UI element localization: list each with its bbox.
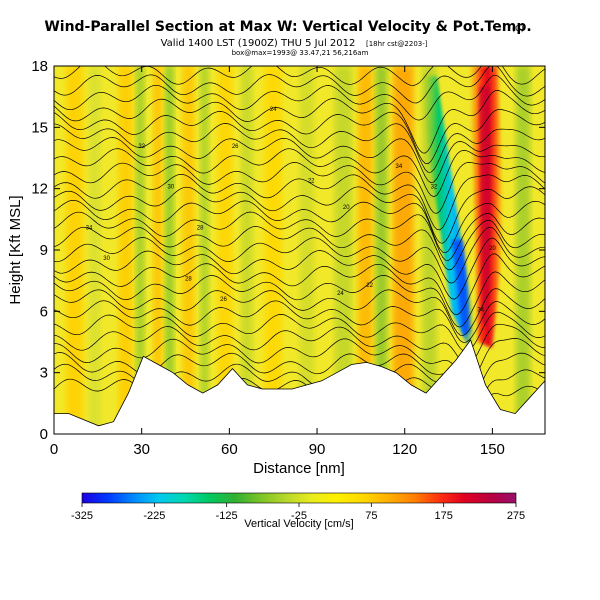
colorbar: -325 -225 -125 -25 75 175 275 Vertical Velocit…: [71, 492, 525, 530]
isentrope-label: 32: [138, 144, 145, 150]
terrain-mask: [54, 339, 545, 434]
velocity-band: [264, 66, 282, 434]
isentrope-label: 32: [431, 185, 438, 191]
chart-title: Wind-Parallel Section at Max W: Vertical…: [44, 19, 531, 35]
colorbar-bar: [81, 492, 517, 504]
isentrope-label: 34: [86, 226, 93, 232]
velocity-band: [515, 66, 531, 434]
isentrope-label: 28: [185, 277, 192, 283]
isentrope-label: 22: [308, 179, 315, 185]
isentrope-line: [54, 74, 545, 121]
isentrope-line: [54, 253, 545, 316]
location-label: box@max=1993@ 33.47,21 56,216am: [232, 49, 369, 57]
velocity-band: [165, 66, 174, 434]
x-tick-label: 120: [392, 441, 417, 458]
isentrope-label: 30: [168, 185, 175, 191]
colorbar-label: Vertical Velocity [cm/s]: [244, 518, 353, 530]
isentrope-line: [54, 66, 545, 86]
y-tick-label: 9: [40, 242, 48, 259]
velocity-band: [65, 66, 84, 434]
isentrope-line: [54, 90, 545, 154]
isentrope-line: [54, 66, 545, 104]
isentrope-label: 20: [343, 205, 350, 211]
terrain-surface: [54, 339, 545, 434]
x-tick-label: 90: [309, 441, 326, 458]
isentrope-label: 26: [220, 297, 227, 303]
velocity-band: [375, 66, 388, 434]
y-tick-label: 0: [40, 426, 48, 443]
velocity-band: [89, 66, 101, 434]
isentrope-line: [54, 226, 545, 284]
isentrope-line: [54, 271, 545, 328]
y-tick-label: 12: [31, 181, 48, 198]
valid-time-label: Valid 1400 LST (1900Z) THU 5 Jul 2012: [161, 38, 356, 49]
x-tick-label: 60: [221, 441, 238, 458]
isentrope-label: 34: [477, 307, 484, 313]
isentrope-label: 22: [366, 283, 373, 289]
y-tick-label: 15: [31, 119, 48, 136]
colorbar-tick-label: 275: [507, 510, 525, 522]
isentrope-line: [54, 288, 545, 336]
velocity-band: [200, 66, 209, 434]
isentrope-line: [54, 174, 545, 231]
isentrope-line: [54, 219, 545, 271]
x-tick-label: 150: [480, 441, 505, 458]
velocity-band: [334, 66, 353, 434]
valid-time-suffix: [18hr cst@2203-]: [366, 40, 428, 48]
isentrope-label: 26: [232, 144, 239, 150]
x-axis-label: Distance [nm]: [253, 460, 345, 477]
isentrope-line: [54, 123, 545, 173]
y-tick-label: 3: [40, 365, 48, 382]
colorbar-tick-label: -25: [291, 510, 307, 522]
colorbar-tick-label: -125: [216, 510, 238, 522]
x-axis-ticks: 0 30 60 90 120 150: [50, 66, 505, 458]
isentrope-line: [54, 300, 545, 343]
x-tick-label: 30: [133, 441, 150, 458]
colorbar-tick-label: 175: [434, 510, 452, 522]
colorbar-tick-label: 75: [365, 510, 377, 522]
isentrope-label: 30: [103, 256, 110, 262]
colorbar-tick-label: -225: [143, 510, 165, 522]
x-tick-label: 0: [50, 441, 58, 458]
velocity-band: [182, 66, 195, 434]
isentrope-line: [54, 162, 545, 214]
isentrope-label: 20: [489, 246, 496, 252]
isentrope-line: [54, 199, 545, 254]
isentrope-label: 34: [396, 164, 403, 170]
isentrope-line: [54, 211, 545, 261]
isentrope-label: 24: [337, 291, 344, 297]
velocity-band: [135, 66, 145, 434]
isentrope-line: [54, 237, 545, 300]
y-axis-label: Height [Kft MSL]: [7, 195, 24, 304]
isentrope-line: [54, 109, 545, 165]
contour-labels: 34 32 30 28 26 24 22 20 34 32 30 28 26 24 22 20 34: [86, 107, 497, 313]
y-axis-ticks: 0 3 6 9 12 15 18: [31, 58, 545, 443]
colorbar-ticks: -325 -225 -125 -25 75 175 275: [71, 503, 525, 522]
isentrope-line: [54, 186, 545, 244]
isentrope-line: [54, 137, 545, 184]
velocity-band: [299, 66, 315, 434]
copyright-mark: (C): [512, 24, 524, 33]
colorbar-tick-label: -325: [71, 510, 93, 522]
y-tick-label: 18: [31, 58, 48, 75]
velocity-band: [217, 66, 233, 434]
isentrope-label: 28: [197, 226, 204, 232]
updraft-max: [479, 86, 491, 328]
velocity-band: [153, 66, 163, 434]
isentrope-line: [54, 148, 545, 198]
y-tick-label: 6: [40, 303, 48, 320]
isentrope-label: 24: [270, 107, 277, 113]
velocity-band: [118, 66, 133, 434]
